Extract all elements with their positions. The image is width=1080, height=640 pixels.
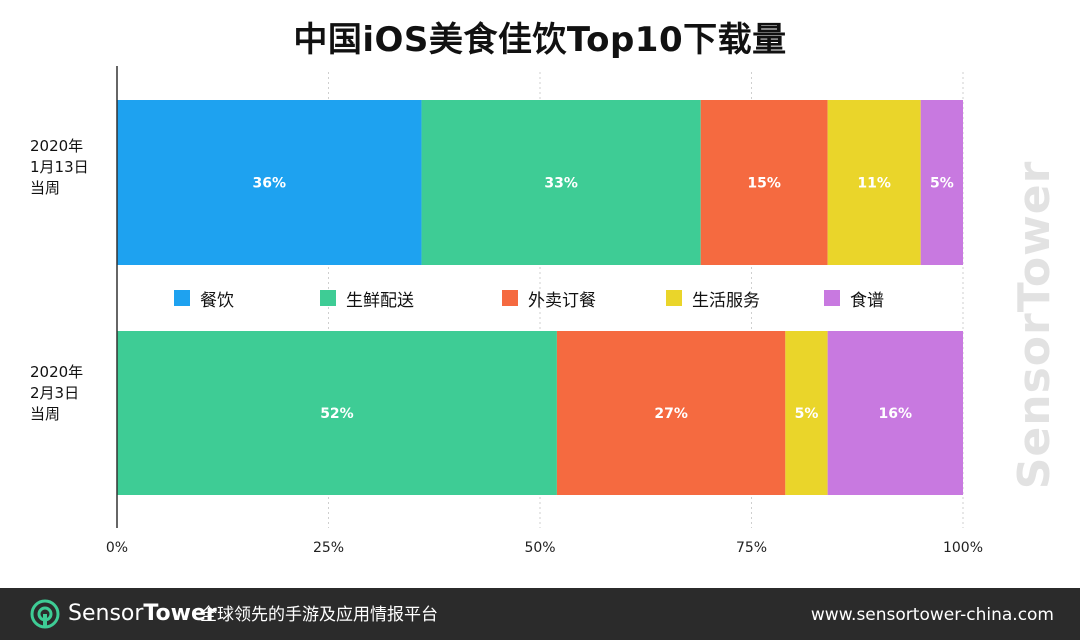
- bar-segment: [117, 100, 422, 265]
- bar-segment: [700, 100, 828, 265]
- data-label: 27%: [654, 406, 688, 422]
- legend-label-takeout: 外卖订餐: [528, 290, 596, 311]
- stacked-bar-chart: 0% 25% 50% 75% 100% 36% 33% 15% 11% 5% 52% 27% 5% 16%: [106, 66, 983, 556]
- bar-segment: [827, 331, 963, 495]
- x-tick-label: 75%: [736, 540, 767, 556]
- footer-brand-sensor: Sensor: [68, 601, 144, 626]
- footer-url[interactable]: www.sensortower-china.com: [810, 605, 1054, 625]
- data-label: 15%: [747, 176, 781, 192]
- sensortower-logo-icon: [30, 599, 60, 629]
- footer-brand: SensorTower: [68, 600, 217, 628]
- data-label: 5%: [795, 406, 819, 422]
- legend-swatch-dining: [174, 290, 190, 306]
- legend-swatch-recipes: [824, 290, 840, 306]
- data-label: 16%: [879, 406, 913, 422]
- x-tick-label: 50%: [524, 540, 555, 556]
- x-tick-label: 100%: [943, 540, 983, 556]
- legend-swatch-takeout: [502, 290, 518, 306]
- legend-label-recipes: 食谱: [850, 290, 884, 311]
- legend-label-dining: 餐饮: [200, 290, 234, 311]
- category-label-week1: 2020年 1月13日 当周: [30, 137, 89, 197]
- bar-segment: [920, 100, 963, 265]
- chart-title: 中国iOS美食佳饮Top10下载量: [293, 20, 787, 60]
- footer-bar: SensorTower 全球领先的手游及应用情报平台 www.sensortow…: [0, 588, 1080, 640]
- data-label: 11%: [857, 176, 891, 192]
- legend-item-dining: 餐饮: [174, 286, 234, 311]
- data-label: 33%: [544, 176, 578, 192]
- legend-item-recipes: 食谱: [824, 286, 884, 311]
- legend-item-takeout: 外卖订餐: [502, 286, 596, 311]
- legend-label-fresh-delivery: 生鲜配送: [346, 290, 414, 311]
- bar-segment: [785, 331, 828, 495]
- footer-brand-tower: Tower: [143, 601, 217, 626]
- data-label: 36%: [253, 176, 287, 192]
- x-tick-label: 25%: [313, 540, 344, 556]
- legend-swatch-fresh-delivery: [320, 290, 336, 306]
- legend-swatch-life-services: [666, 290, 682, 306]
- bar-segment: [556, 331, 786, 495]
- legend-item-life-services: 生活服务: [666, 286, 760, 311]
- data-label: 52%: [320, 406, 354, 422]
- data-label: 5%: [930, 176, 954, 192]
- legend-label-life-services: 生活服务: [692, 290, 760, 311]
- bar-segment: [117, 331, 557, 495]
- x-tick-label: 0%: [106, 540, 128, 556]
- footer-slogan: 全球领先的手游及应用情报平台: [200, 605, 438, 625]
- bar-segment: [827, 100, 921, 265]
- bar-segment: [421, 100, 701, 265]
- legend-item-fresh-delivery: 生鲜配送: [320, 286, 414, 311]
- category-label-week2: 2020年 2月3日 当周: [30, 363, 84, 423]
